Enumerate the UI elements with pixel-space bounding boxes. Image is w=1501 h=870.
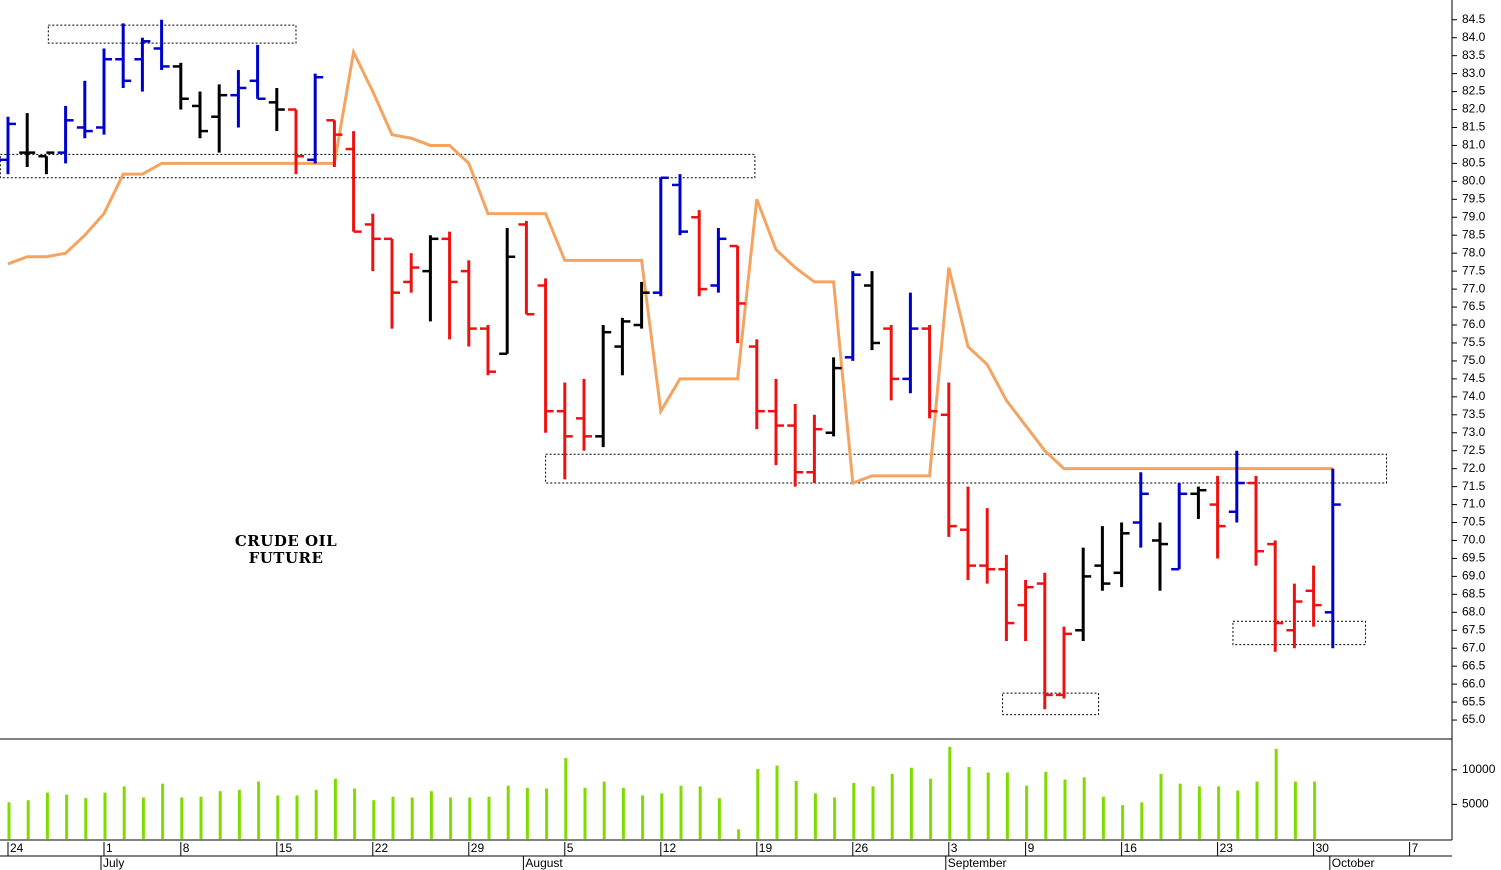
y-tick-label: 73.0 <box>1462 425 1486 439</box>
y-tick-label: 76.5 <box>1462 299 1486 313</box>
month-label: August <box>525 856 563 870</box>
y-tick-label: 75.0 <box>1462 353 1486 367</box>
y-tick-label: 82.0 <box>1462 102 1486 116</box>
x-tick-label: 30 <box>1316 841 1330 855</box>
y-tick-label: 82.5 <box>1462 84 1486 98</box>
y-tick-label: 72.5 <box>1462 443 1486 457</box>
y-tick-label: 80.5 <box>1462 156 1486 170</box>
x-tick-label: 5 <box>567 841 574 855</box>
x-tick-label: 26 <box>855 841 869 855</box>
y-tick-label: 79.0 <box>1462 209 1486 223</box>
x-tick-label: 19 <box>759 841 773 855</box>
volume-tick-label: 10000 <box>1462 762 1496 776</box>
y-tick-label: 70.0 <box>1462 533 1486 547</box>
y-tick-label: 65.0 <box>1462 712 1486 726</box>
y-tick-label: 73.5 <box>1462 407 1486 421</box>
y-tick-label: 66.5 <box>1462 658 1486 672</box>
month-label: September <box>948 856 1007 870</box>
y-tick-label: 68.5 <box>1462 587 1486 601</box>
y-tick-label: 78.5 <box>1462 227 1486 241</box>
x-tick-label: 9 <box>1028 841 1035 855</box>
y-tick-label: 67.5 <box>1462 622 1486 636</box>
x-tick-label: 16 <box>1124 841 1138 855</box>
x-tick-label: 22 <box>375 841 389 855</box>
y-tick-label: 75.5 <box>1462 335 1486 349</box>
y-tick-label: 80.0 <box>1462 174 1486 188</box>
y-tick-label: 71.0 <box>1462 497 1486 511</box>
month-label: October <box>1332 856 1375 870</box>
month-label: July <box>103 856 124 870</box>
y-tick-label: 71.5 <box>1462 479 1486 493</box>
x-tick-label: 1 <box>106 841 113 855</box>
y-tick-label: 81.0 <box>1462 138 1486 152</box>
x-tick-label: 15 <box>279 841 293 855</box>
annotation: CRUDE OIL <box>235 532 337 550</box>
x-tick-label: 7 <box>1412 841 1419 855</box>
y-tick-label: 67.0 <box>1462 640 1486 654</box>
y-tick-label: 77.0 <box>1462 281 1486 295</box>
y-tick-label: 79.5 <box>1462 191 1486 205</box>
y-tick-label: 83.5 <box>1462 48 1486 62</box>
y-tick-label: 77.5 <box>1462 263 1486 277</box>
x-tick-label: 12 <box>663 841 677 855</box>
zone <box>545 453 1388 484</box>
zone <box>0 153 756 179</box>
x-tick-label: 3 <box>951 841 958 855</box>
y-tick-label: 72.0 <box>1462 461 1486 475</box>
volume-tick-label: 5000 <box>1462 797 1489 811</box>
x-tick-label: 8 <box>183 841 190 855</box>
annotation: FUTURE <box>249 549 324 567</box>
zone <box>1002 692 1100 716</box>
y-tick-label: 65.5 <box>1462 694 1486 708</box>
y-tick-label: 74.5 <box>1462 371 1486 385</box>
y-tick-label: 83.0 <box>1462 66 1486 80</box>
y-tick-label: 68.0 <box>1462 604 1486 618</box>
x-tick-label: 23 <box>1220 841 1234 855</box>
y-tick-label: 81.5 <box>1462 120 1486 134</box>
y-tick-label: 78.0 <box>1462 245 1486 259</box>
y-tick-label: 66.0 <box>1462 676 1486 690</box>
zone <box>47 24 297 44</box>
y-tick-label: 69.0 <box>1462 569 1486 583</box>
x-tick-label: 29 <box>471 841 485 855</box>
overlay-line <box>7 47 1333 486</box>
y-tick-label: 70.5 <box>1462 515 1486 529</box>
x-tick-label: 24 <box>10 841 24 855</box>
y-tick-label: 84.5 <box>1462 12 1486 26</box>
zone <box>1232 620 1366 646</box>
y-tick-label: 84.0 <box>1462 30 1486 44</box>
y-tick-label: 69.5 <box>1462 551 1486 565</box>
y-tick-label: 74.0 <box>1462 389 1486 403</box>
y-tick-label: 76.0 <box>1462 317 1486 331</box>
